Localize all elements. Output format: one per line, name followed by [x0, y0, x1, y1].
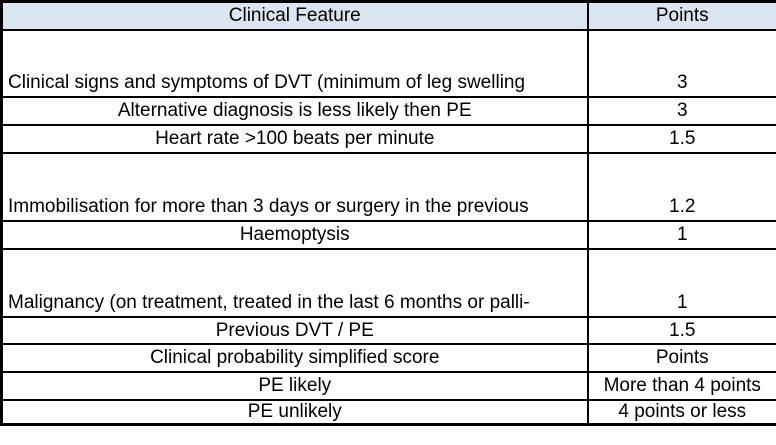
- column-header-points: Points: [586, 0, 776, 31]
- points-cell: 1: [586, 248, 776, 318]
- feature-cell: Immobilisation for more than 3 days or s…: [0, 152, 589, 222]
- wells-pe-score-table: Clinical Feature Points Clinical signs a…: [0, 0, 776, 426]
- feature-cell: Heart rate >100 beats per minute: [0, 124, 589, 154]
- table-row: Heart rate >100 beats per minute 1.5: [0, 124, 776, 154]
- table-row: PE likely More than 4 points: [0, 371, 776, 401]
- feature-cell: PE likely: [0, 371, 589, 401]
- feature-cell: PE unlikely: [0, 399, 589, 426]
- feature-cell: Clinical probability simplified score: [0, 343, 589, 373]
- points-cell: More than 4 points: [586, 371, 776, 401]
- table-row: Malignancy (on treatment, treated in the…: [0, 248, 776, 318]
- column-header-clinical-feature: Clinical Feature: [0, 0, 589, 31]
- points-cell: 1.2: [586, 152, 776, 222]
- table-row: PE unlikely 4 points or less: [0, 399, 776, 426]
- table-row: Alternative diagnosis is less likely the…: [0, 96, 776, 126]
- table-row: Clinical signs and symptoms of DVT (mini…: [0, 29, 776, 98]
- points-cell: 1: [586, 220, 776, 250]
- points-cell: 3: [586, 96, 776, 126]
- feature-cell: Malignancy (on treatment, treated in the…: [0, 248, 589, 318]
- points-cell: 4 points or less: [586, 399, 776, 426]
- points-cell: Points: [586, 343, 776, 373]
- feature-cell: Clinical signs and symptoms of DVT (mini…: [0, 29, 589, 98]
- table-header-row: Clinical Feature Points: [0, 0, 776, 31]
- table-row: Immobilisation for more than 3 days or s…: [0, 152, 776, 222]
- feature-cell: Previous DVT / PE: [0, 316, 589, 345]
- points-cell: 1.5: [586, 316, 776, 345]
- table-row: Previous DVT / PE 1.5: [0, 316, 776, 345]
- feature-cell: Alternative diagnosis is less likely the…: [0, 96, 589, 126]
- points-cell: 1.5: [586, 124, 776, 154]
- table-row: Clinical probability simplified score Po…: [0, 343, 776, 373]
- feature-cell: Haemoptysis: [0, 220, 589, 250]
- points-cell: 3: [586, 29, 776, 98]
- table-row: Haemoptysis 1: [0, 220, 776, 250]
